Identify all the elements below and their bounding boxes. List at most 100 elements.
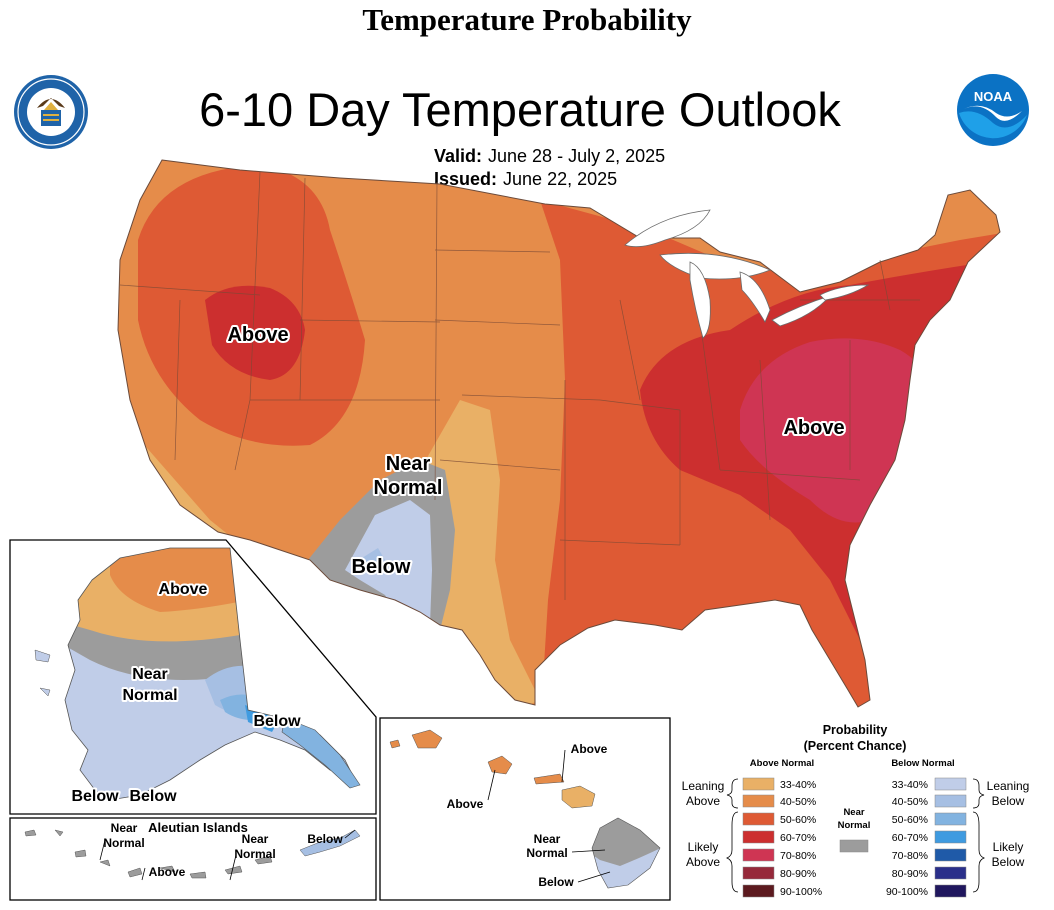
legend-leaning-below-1: Leaning — [987, 779, 1030, 793]
great-lakes — [624, 209, 870, 339]
alaska-panhandle — [281, 717, 361, 789]
legend-likely-above-1: Likely — [688, 840, 719, 854]
hawaii-above-2: Above — [447, 797, 484, 811]
legend-below-bin-6: 90-100% — [886, 886, 928, 898]
ak-label-below-sw-2: Below — [129, 788, 177, 805]
legend-swatch-above-0 — [742, 777, 775, 791]
ak-label-below-se: Below — [253, 713, 301, 730]
legend-below-swatches — [934, 777, 967, 898]
conus-below-40-50 — [362, 548, 385, 568]
legend-near-header-2: Normal — [838, 820, 871, 831]
legend-below-bin-4: 70-80% — [892, 850, 928, 862]
valid-dates: Valid: June 28 - July 2, 2025 — [434, 146, 665, 167]
legend: Probability (Percent Chance) Above Norma… — [682, 723, 1030, 898]
noaa-logo-text: NOAA — [974, 89, 1013, 104]
legend-swatch-below-1 — [934, 794, 967, 808]
legend-leaning-below-2: Below — [992, 794, 1025, 808]
legend-likely-below-2: Below — [992, 855, 1025, 869]
legend-above-bin-labels: 33-40% 40-50% 50-60% 60-70% 70-80% 80-90… — [780, 779, 822, 898]
valid-label: Valid: — [434, 146, 483, 166]
conus-above-50-60-florida — [825, 640, 870, 707]
legend-braces — [725, 778, 986, 893]
hawaii-near-1: Near — [534, 832, 561, 846]
conus-above-60-70-west — [205, 285, 305, 380]
aleutian-below: Below — [307, 832, 343, 846]
legend-above-bin-0: 33-40% — [780, 779, 816, 791]
issued-label: Issued: — [434, 169, 498, 189]
legend-swatch-below-5 — [934, 866, 967, 880]
conus-label-below: Below — [352, 556, 411, 578]
legend-leaning-above-1: Leaning — [682, 779, 725, 793]
legend-above-bin-2: 50-60% — [780, 814, 816, 826]
conus-below-33-40 — [345, 500, 432, 628]
legend-swatch-above-1 — [742, 794, 775, 808]
legend-below-bin-2: 50-60% — [892, 814, 928, 826]
legend-swatch-below-2 — [934, 812, 967, 826]
aleutian-near-a-1: Near — [111, 821, 138, 835]
legend-swatch-below-0 — [934, 777, 967, 791]
legend-swatch-below-6 — [934, 884, 967, 898]
conus-label-near-2: Normal — [374, 477, 443, 499]
conus-label-above-west: Above — [227, 324, 288, 346]
commerce-seal-icon — [14, 75, 88, 149]
legend-swatch-near-normal — [839, 839, 869, 853]
aleutian-near-b-2: Normal — [234, 847, 275, 861]
hawaii-near-2: Normal — [526, 846, 567, 860]
legend-near-header-1: Near — [843, 807, 864, 818]
legend-title-2: (Percent Chance) — [804, 739, 907, 753]
legend-below-bin-5: 80-90% — [892, 868, 928, 880]
legend-above-bin-1: 40-50% — [780, 796, 816, 808]
legend-title-1: Probability — [823, 723, 888, 737]
hawaii-below: Below — [538, 875, 574, 889]
legend-likely-above-2: Above — [686, 855, 720, 869]
conus-label-above-east: Above — [783, 417, 844, 439]
legend-above-header: Above Normal — [750, 758, 814, 769]
legend-likely-below-1: Likely — [993, 840, 1024, 854]
alaska-islands — [34, 649, 51, 697]
conus-outline — [117, 159, 1001, 708]
aleutian-inset-frame — [9, 817, 377, 901]
ak-label-below-sw-1: Below — [71, 788, 119, 805]
legend-swatch-above-3 — [742, 830, 775, 844]
issued-date: Issued: June 22, 2025 — [434, 169, 617, 190]
aleutian-near-b-1: Near — [242, 832, 269, 846]
legend-below-bin-0: 33-40% — [892, 779, 928, 791]
aleutian-islands-shapes — [24, 829, 273, 879]
noaa-logo-icon: NOAA — [957, 74, 1029, 146]
hawaii-maui — [561, 785, 596, 809]
legend-swatch-above-5 — [742, 866, 775, 880]
conus-above-70-80 — [740, 338, 932, 523]
hawaii-oahu — [487, 755, 513, 775]
ak-label-near-2: Normal — [122, 687, 177, 704]
alaska-outline — [64, 547, 356, 801]
ak-label-near-1: Near — [132, 666, 168, 683]
valid-value: June 28 - July 2, 2025 — [488, 146, 666, 166]
hawaii-leaders — [487, 749, 611, 883]
hawaii-above-1: Above — [571, 742, 608, 756]
legend-below-bin-3: 60-70% — [892, 832, 928, 844]
legend-below-bin-1: 40-50% — [892, 796, 928, 808]
legend-swatch-below-4 — [934, 848, 967, 862]
legend-above-bin-6: 90-100% — [780, 886, 822, 898]
legend-above-bin-3: 60-70% — [780, 832, 816, 844]
ak-label-above: Above — [159, 581, 208, 598]
aleutian-above: Above — [149, 865, 186, 879]
legend-swatch-below-3 — [934, 830, 967, 844]
state-borders — [119, 171, 920, 600]
legend-above-bin-4: 70-80% — [780, 850, 816, 862]
aleutian-leaders — [99, 829, 356, 881]
legend-swatch-above-4 — [742, 848, 775, 862]
hawaii-kauai — [389, 729, 443, 749]
legend-leaning-above-2: Above — [686, 794, 720, 808]
conus-label-near-1: Near — [386, 453, 431, 475]
issued-value: June 22, 2025 — [503, 169, 618, 189]
page-title: Temperature Probability — [362, 2, 692, 37]
legend-swatch-above-2 — [742, 812, 775, 826]
aleutian-near-a-2: Normal — [103, 836, 144, 850]
map-title: 6-10 Day Temperature Outlook — [199, 83, 841, 136]
legend-below-bin-labels: 33-40% 40-50% 50-60% 60-70% 70-80% 80-90… — [886, 779, 928, 898]
legend-swatch-above-6 — [742, 884, 775, 898]
aleutian-below-shape — [299, 829, 361, 857]
legend-above-bin-5: 80-90% — [780, 868, 816, 880]
